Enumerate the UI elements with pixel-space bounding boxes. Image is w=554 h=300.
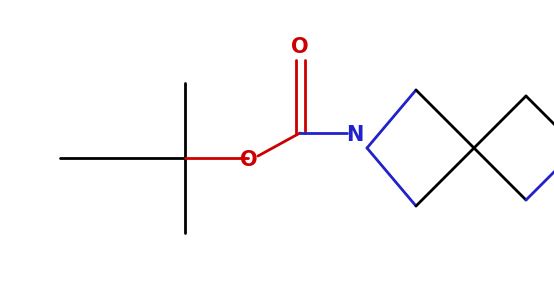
Text: O: O: [291, 37, 309, 57]
Text: N: N: [346, 125, 363, 145]
Text: O: O: [240, 150, 258, 170]
